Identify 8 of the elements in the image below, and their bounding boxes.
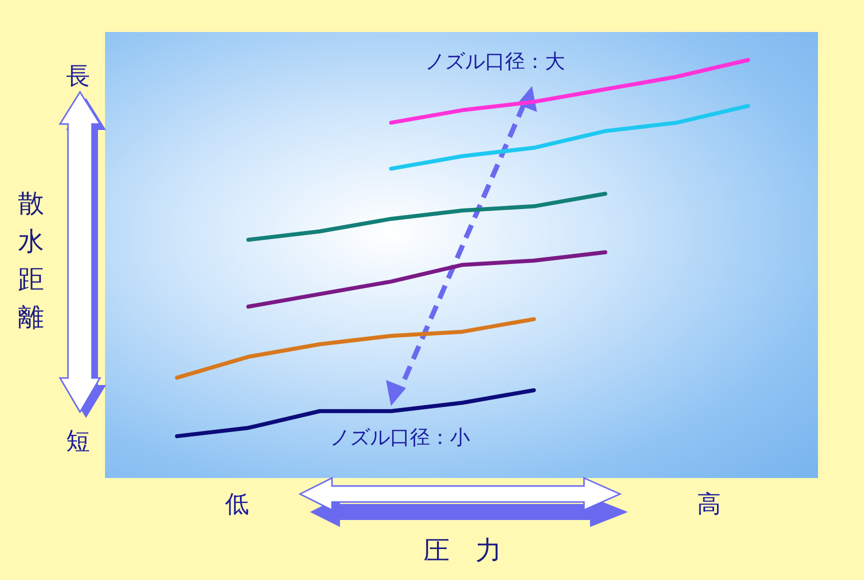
text: 低	[225, 489, 249, 520]
text: 短	[66, 426, 90, 457]
x-axis-title: 圧 力	[424, 536, 502, 566]
y-axis-title: 散水距離	[18, 189, 44, 333]
annotation: ノズル口径：大	[425, 48, 565, 75]
text: 高	[697, 489, 721, 520]
annotation: ノズル口径：小	[330, 424, 470, 451]
text: 長	[66, 61, 90, 92]
